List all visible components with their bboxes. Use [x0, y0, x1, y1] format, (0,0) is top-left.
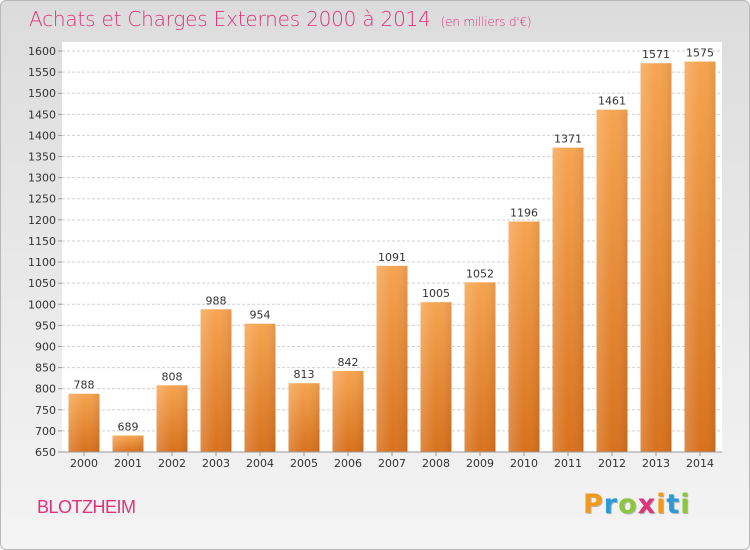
x-tick-label: 2011	[554, 457, 582, 470]
bar-shade-2013	[640, 63, 672, 452]
bar-shade-2003	[200, 309, 232, 452]
bar-value-label: 1052	[466, 267, 494, 280]
bar-value-label: 1575	[686, 47, 714, 60]
logo-letter: t	[666, 489, 681, 520]
y-tick-label: 950	[35, 319, 56, 332]
bar-shade-2004	[244, 323, 276, 452]
chart-title-text: Achats et Charges Externes 2000 à 2014	[29, 7, 431, 31]
y-tick-label: 750	[35, 404, 56, 417]
bar-shade-2006	[332, 370, 364, 452]
chart-title: Achats et Charges Externes 2000 à 2014 (e…	[29, 7, 532, 31]
bar-shade-2014	[684, 61, 716, 452]
x-tick-label: 2010	[510, 457, 538, 470]
y-tick-label: 700	[35, 425, 56, 438]
bar-value-label: 1571	[642, 48, 670, 61]
bar-shade-2000	[68, 393, 100, 452]
y-tick-label: 900	[35, 340, 56, 353]
x-tick-label: 2003	[202, 457, 230, 470]
bar-shade-2009	[464, 282, 496, 452]
y-tick-label: 1000	[28, 298, 56, 311]
y-tick-label: 1300	[28, 172, 56, 185]
x-tick-label: 2014	[686, 457, 714, 470]
bar-value-label: 813	[294, 368, 315, 381]
chart-subtitle: (en milliers d'€)	[440, 15, 532, 29]
y-tick-label: 850	[35, 362, 56, 375]
x-tick-label: 2007	[378, 457, 406, 470]
bar-value-label: 1371	[554, 133, 582, 146]
bar-value-label: 1005	[422, 287, 450, 300]
bar-value-label: 988	[206, 294, 227, 307]
x-tick-label: 2000	[70, 457, 98, 470]
logo-letter: r	[603, 489, 619, 520]
y-tick-label: 1600	[28, 45, 56, 58]
y-tick-label: 1150	[28, 235, 56, 248]
logo-letter: i	[656, 489, 667, 520]
x-tick-label: 2004	[246, 457, 274, 470]
x-tick-label: 2005	[290, 457, 318, 470]
y-tick-label: 650	[35, 446, 56, 459]
y-tick-label: 1250	[28, 193, 56, 206]
bar-value-label: 954	[250, 309, 271, 322]
y-tick-label: 1200	[28, 214, 56, 227]
x-tick-label: 2006	[334, 457, 362, 470]
logo-letter: i	[680, 489, 691, 520]
location-name: BLOTZHEIM	[37, 497, 136, 517]
y-tick-label: 1550	[28, 66, 56, 79]
bar-value-label: 1461	[598, 95, 626, 108]
bar-shade-2011	[552, 147, 584, 452]
bar-shade-2010	[508, 221, 540, 452]
x-tick-label: 2009	[466, 457, 494, 470]
y-tick-label: 1450	[28, 108, 56, 121]
y-axis-labels: 650 700 750 800 850 900 950 1000 1050 1100 1150 120…	[28, 45, 56, 459]
bar-shade-2005	[288, 383, 320, 452]
logo-letter: P	[583, 489, 604, 520]
x-tick-label: 2012	[598, 457, 626, 470]
proxiti-logo: Proxiti	[583, 489, 691, 520]
y-tick-label: 800	[35, 383, 56, 396]
x-tick-label: 2008	[422, 457, 450, 470]
bar-value-label: 808	[162, 370, 183, 383]
logo-letter: x	[637, 489, 657, 520]
logo-letter: o	[618, 489, 638, 520]
bar-value-label: 689	[118, 421, 139, 434]
bar-shade-2008	[420, 302, 452, 452]
x-tick-label: 2001	[114, 457, 142, 470]
bar-value-label: 788	[74, 379, 95, 392]
x-axis-labels: 2000 2001 2002 2003 2004 2005 2006 2007 2008 2009…	[70, 452, 714, 470]
bar-shade-2002	[156, 385, 188, 452]
bar-shade-2001	[112, 435, 144, 452]
y-tick-label: 1500	[28, 87, 56, 100]
x-tick-label: 2002	[158, 457, 186, 470]
bar-value-label: 1091	[378, 251, 406, 264]
y-tick-label: 1400	[28, 129, 56, 142]
bars-group: 788 689 808 988 954 813 842 1091 1005 1052 1196 137…	[68, 47, 716, 452]
y-tick-label: 1050	[28, 277, 56, 290]
y-tick-label: 1100	[28, 256, 56, 269]
bar-value-label: 842	[338, 356, 359, 369]
y-tick-label: 1350	[28, 151, 56, 164]
bar-shade-2012	[596, 109, 628, 452]
bar-value-label: 1196	[510, 207, 538, 220]
x-tick-label: 2013	[642, 457, 670, 470]
bar-shade-2007	[376, 265, 408, 452]
